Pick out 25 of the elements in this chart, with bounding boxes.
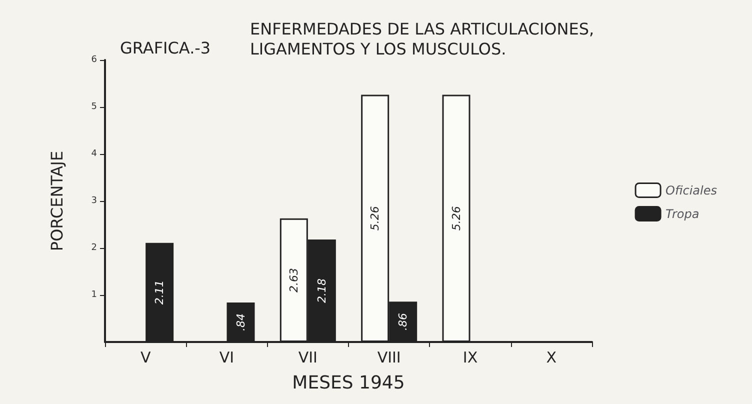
x-tick-label: VIII: [377, 348, 401, 366]
data-label: 5.26: [368, 206, 382, 231]
x-tick-label: VII: [298, 348, 318, 366]
data-label: 2.11: [153, 280, 166, 305]
y-tick-label: 6: [91, 55, 98, 65]
data-label: 2.63: [287, 268, 300, 292]
y-tick-label: 4: [91, 149, 98, 159]
legend-label: Oficiales: [666, 183, 717, 198]
text: GRAFICA.-3: [120, 38, 211, 58]
y-tick-label: 3: [91, 196, 97, 206]
data-label: .84: [234, 314, 248, 332]
x-tick-label: IX: [462, 348, 478, 366]
x-tick-label: X: [546, 348, 557, 366]
data-label: 5.26: [450, 206, 463, 231]
y-axis-title: PORCENTAJE: [48, 150, 66, 252]
x-tick-label: V: [140, 348, 152, 366]
y-tick-label: 1: [91, 290, 97, 300]
y-tick-label: 5: [91, 102, 97, 112]
y-tick-label: 2: [91, 243, 97, 253]
data-label: 2.18: [315, 278, 328, 304]
x-tick-label: VI: [219, 348, 234, 366]
legend-label: Tropa: [666, 206, 700, 221]
chart-title: ENFERMEDADES DE LAS ARTICULACIONES, LIGAMENTOS Y LOS MUSCULOS.: [250, 20, 594, 58]
x-axis-title: MESES 1945: [292, 372, 405, 394]
data-label: .86: [396, 313, 410, 331]
